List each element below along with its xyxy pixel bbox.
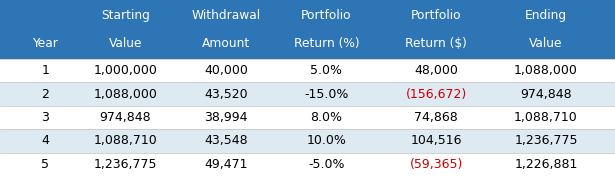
Text: 38,994: 38,994 xyxy=(204,111,248,124)
Text: 43,548: 43,548 xyxy=(204,134,248,147)
Text: Value: Value xyxy=(530,37,563,49)
Text: Return (%): Return (%) xyxy=(293,37,359,49)
Text: Year: Year xyxy=(33,37,58,49)
Text: 1,236,775: 1,236,775 xyxy=(514,134,577,147)
Text: (59,365): (59,365) xyxy=(410,158,463,171)
Text: Ending: Ending xyxy=(525,10,567,22)
Text: Starting: Starting xyxy=(101,10,150,22)
Text: 74,868: 74,868 xyxy=(415,111,458,124)
Text: 974,848: 974,848 xyxy=(520,88,572,100)
Text: 974,848: 974,848 xyxy=(100,111,151,124)
Text: 48,000: 48,000 xyxy=(415,64,458,77)
Text: -5.0%: -5.0% xyxy=(308,158,344,171)
Bar xyxy=(0,153,615,176)
Text: 1,236,775: 1,236,775 xyxy=(93,158,157,171)
Text: Portfolio: Portfolio xyxy=(411,10,461,22)
Text: 1,088,000: 1,088,000 xyxy=(93,88,157,100)
Text: Withdrawal: Withdrawal xyxy=(191,10,261,22)
Text: 104,516: 104,516 xyxy=(410,134,462,147)
Text: 49,471: 49,471 xyxy=(204,158,248,171)
Text: 10.0%: 10.0% xyxy=(306,134,346,147)
Text: (156,672): (156,672) xyxy=(405,88,467,100)
Text: 5.0%: 5.0% xyxy=(311,64,343,77)
Text: 40,000: 40,000 xyxy=(204,64,248,77)
Bar xyxy=(0,129,615,153)
Text: 3: 3 xyxy=(42,111,49,124)
Text: 1: 1 xyxy=(42,64,49,77)
Text: 2: 2 xyxy=(42,88,49,100)
Text: 1,226,881: 1,226,881 xyxy=(514,158,577,171)
Text: 8.0%: 8.0% xyxy=(311,111,343,124)
Text: 1,088,710: 1,088,710 xyxy=(514,111,578,124)
Text: 1,088,710: 1,088,710 xyxy=(93,134,157,147)
Bar xyxy=(0,106,615,129)
Bar xyxy=(0,82,615,106)
Text: 1,000,000: 1,000,000 xyxy=(93,64,157,77)
Text: -15.0%: -15.0% xyxy=(304,88,349,100)
Text: Value: Value xyxy=(109,37,142,49)
Bar xyxy=(0,0,615,59)
Bar xyxy=(0,59,615,82)
Text: 5: 5 xyxy=(41,158,49,171)
Text: 1,088,000: 1,088,000 xyxy=(514,64,578,77)
Text: 43,520: 43,520 xyxy=(204,88,248,100)
Text: Amount: Amount xyxy=(202,37,250,49)
Text: 4: 4 xyxy=(42,134,49,147)
Text: Return ($): Return ($) xyxy=(405,37,467,49)
Text: Portfolio: Portfolio xyxy=(301,10,352,22)
